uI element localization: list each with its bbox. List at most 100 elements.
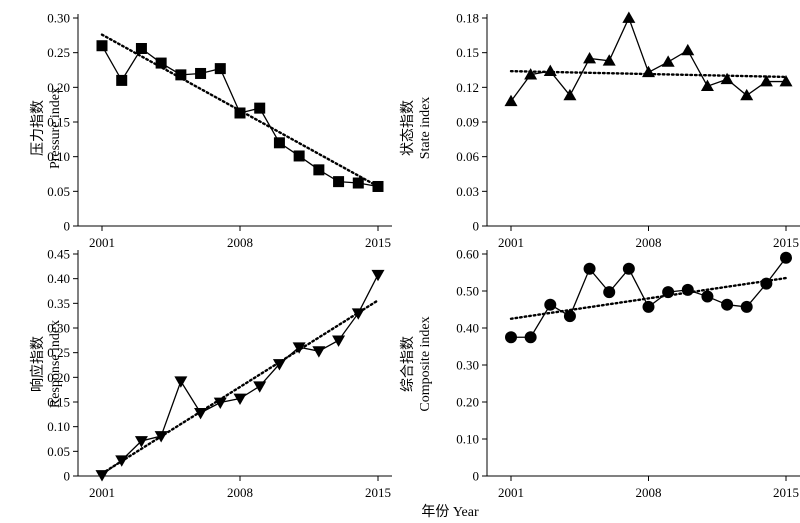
data-point: [759, 75, 773, 87]
series-line: [101, 274, 379, 476]
data-point: [681, 283, 694, 296]
data-point: [642, 65, 655, 78]
y-tick-label: 0: [64, 219, 71, 234]
y-tick-label: 0.20: [47, 370, 70, 385]
y-tick-label: 0.45: [47, 247, 70, 262]
data-point: [333, 176, 345, 188]
data-point: [253, 381, 267, 393]
data-point: [681, 43, 695, 56]
data-point: [134, 436, 148, 448]
y-tick-label: 0.03: [456, 184, 479, 199]
data-point: [583, 262, 596, 275]
x-tick-label: 2001: [89, 235, 115, 250]
data-point: [312, 346, 326, 358]
panel-state: 0 0.03 0.06 0.09 0.12 0.15 0.18 2001 2008 2015 状态指…: [400, 11, 800, 250]
data-point: [563, 310, 576, 323]
data-point: [352, 177, 364, 189]
data-point: [622, 262, 635, 275]
shared-x-axis-label: 年份 Year: [421, 504, 479, 520]
data-point: [292, 342, 306, 354]
y-tick-label: 0.05: [47, 444, 70, 459]
y-tick-label: 0.09: [456, 115, 479, 130]
y-axis-label-cn: 响应指数: [29, 336, 46, 392]
data-point: [174, 376, 188, 388]
x-tick-label: 2008: [636, 485, 662, 500]
data-point: [524, 68, 538, 80]
data-point: [351, 308, 365, 320]
y-tick-label: 0.20: [456, 395, 479, 410]
y-tick-label: 0: [64, 469, 71, 484]
data-point: [760, 277, 773, 290]
data-point: [661, 55, 675, 67]
x-tick-label: 2015: [773, 235, 799, 250]
data-point: [662, 286, 675, 299]
y-axis-label: 综合指数 Composite index: [400, 316, 433, 411]
y-axis-label-en: Response index: [48, 320, 63, 408]
data-point: [214, 63, 226, 75]
y-tick-label: 0.10: [47, 419, 70, 434]
data-point: [254, 102, 266, 114]
data-point: [293, 150, 305, 162]
data-point: [721, 298, 734, 311]
y-axis-label: 压力指数 Pressure index: [30, 87, 63, 169]
y-tick-label: 0.06: [456, 149, 479, 164]
data-point: [155, 57, 167, 69]
data-point: [194, 407, 208, 420]
y-tick-label: 0.10: [47, 149, 70, 164]
y-axis-label: 状态指数 State index: [400, 97, 433, 160]
data-point: [135, 43, 147, 55]
data-point: [642, 300, 655, 313]
data-point: [272, 359, 286, 371]
x-tick-label: 2008: [227, 485, 253, 500]
y-axis-label-cn: 综合指数: [400, 336, 416, 392]
y-tick-label: 0.05: [47, 184, 70, 199]
data-point: [96, 40, 108, 52]
data-point: [701, 290, 714, 303]
y-tick-label: 0.10: [456, 432, 479, 447]
y-axis-label-en: Composite index: [418, 316, 433, 411]
y-tick-label: 0.15: [456, 45, 479, 60]
y-tick-label: 0.15: [47, 115, 70, 130]
x-tick-label: 2008: [227, 235, 253, 250]
data-point: [504, 94, 518, 107]
data-point: [154, 431, 168, 443]
data-point: [116, 74, 128, 86]
y-tick-label: 0.25: [47, 45, 70, 60]
y-tick-label: 0.40: [47, 271, 70, 286]
y-tick-label: 0.30: [47, 11, 70, 26]
y-tick-label: 0.50: [456, 284, 479, 299]
data-point: [602, 54, 616, 66]
data-point: [332, 335, 346, 347]
data-point: [195, 67, 207, 79]
x-tick-label: 2001: [498, 485, 524, 500]
data-point: [779, 75, 793, 87]
y-tick-label: 0.30: [456, 358, 479, 373]
data-point: [780, 251, 792, 264]
y-axis-label-en: Pressure index: [48, 87, 63, 169]
data-point: [740, 88, 754, 101]
y-tick-label: 0.40: [456, 321, 479, 336]
data-point: [95, 470, 109, 482]
data-point: [543, 64, 557, 77]
y-tick-label: 0: [473, 469, 480, 484]
data-point: [544, 298, 557, 311]
data-point: [524, 331, 537, 344]
data-point: [234, 107, 246, 119]
x-tick-label: 2015: [365, 235, 391, 250]
y-tick-label: 0.25: [47, 345, 70, 360]
y-axis-label: 响应指数 Response index: [29, 320, 63, 408]
panel-response: 0 0.05 0.10 0.15 0.20 0.25 0.30 0.35 0.40 0.45 200…: [29, 247, 392, 500]
trend-line: [509, 276, 788, 320]
x-tick-label: 2015: [773, 485, 799, 500]
data-point: [371, 269, 385, 282]
y-tick-label: 0.18: [456, 11, 479, 26]
data-point: [213, 397, 227, 409]
data-point: [115, 455, 129, 467]
y-tick-label: 0: [473, 219, 480, 234]
y-axis-label-cn: 压力指数: [30, 100, 46, 156]
data-point: [622, 11, 636, 23]
x-tick-label: 2015: [365, 485, 391, 500]
panels: 0 0.05 0.10 0.15 0.20 0.25 0.30 2001 2008 2015 压力指…: [29, 11, 800, 500]
data-point: [175, 69, 187, 81]
